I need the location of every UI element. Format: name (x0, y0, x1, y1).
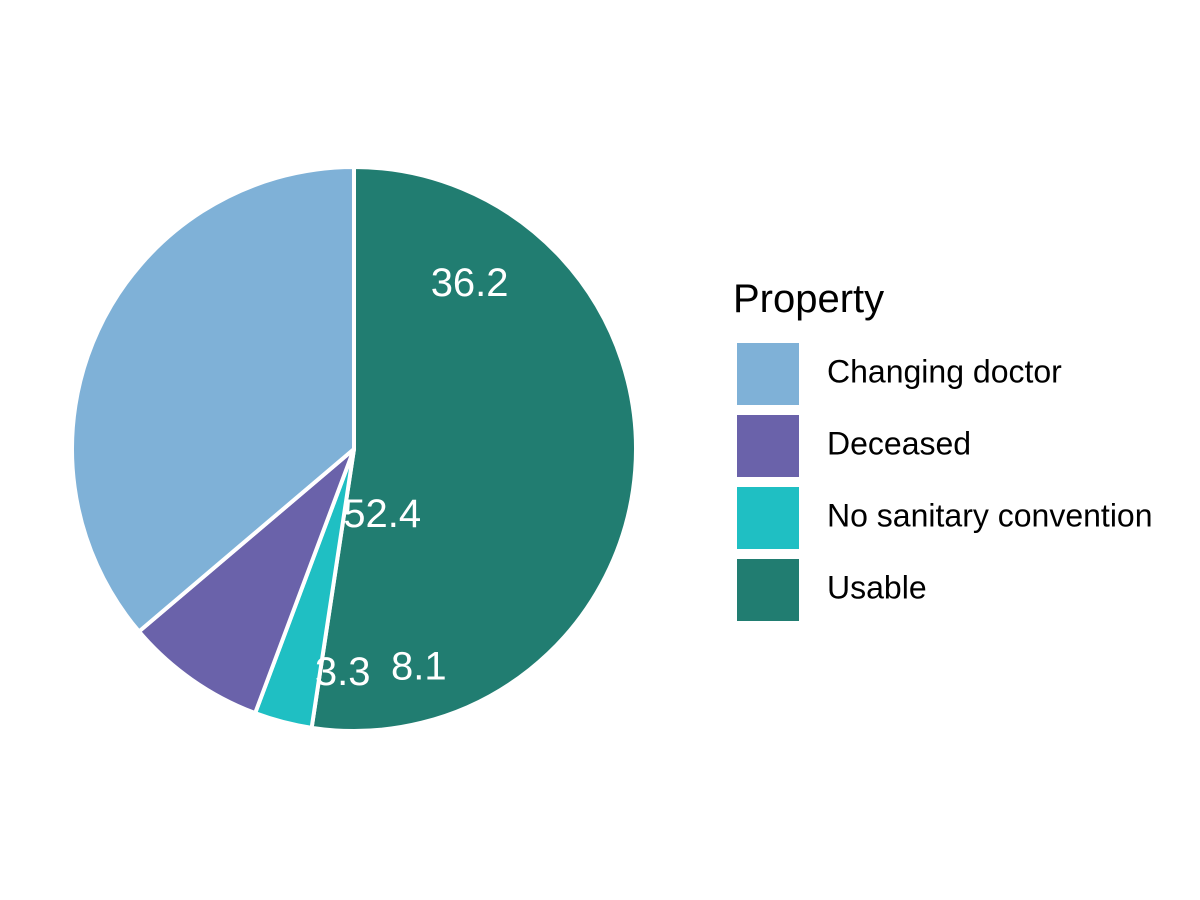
legend-label-no-sanitary-convention: No sanitary convention (827, 497, 1153, 533)
legend: Property Changing doctor Deceased No sanit… (733, 277, 1153, 621)
slice-label-no-sanitary-convention: 3.3 (315, 650, 371, 694)
legend-title: Property (733, 277, 884, 321)
slice-label-deceased: 8.1 (391, 645, 447, 689)
legend-swatch-no-sanitary-convention (737, 487, 799, 549)
slice-label-changing-doctor: 36.2 (431, 261, 509, 305)
pie-slice-deceased (136, 447, 356, 716)
legend-label-deceased: Deceased (827, 425, 971, 461)
legend-label-changing-doctor: Changing doctor (827, 353, 1062, 389)
legend-swatch-deceased (737, 415, 799, 477)
legend-swatch-changing-doctor (737, 343, 799, 405)
pie-slice-changing-doctor (70, 165, 356, 634)
legend-swatch-usable (737, 559, 799, 621)
legend-label-usable: Usable (827, 569, 927, 605)
pie-slice-labels: 52.4 3.3 8.1 36.2 (315, 261, 509, 694)
pie-slices (70, 165, 638, 733)
slice-label-usable: 52.4 (343, 492, 421, 536)
legend-items: Changing doctor Deceased No sanitary conve… (737, 343, 1153, 621)
pie-slice-usable (309, 165, 638, 733)
